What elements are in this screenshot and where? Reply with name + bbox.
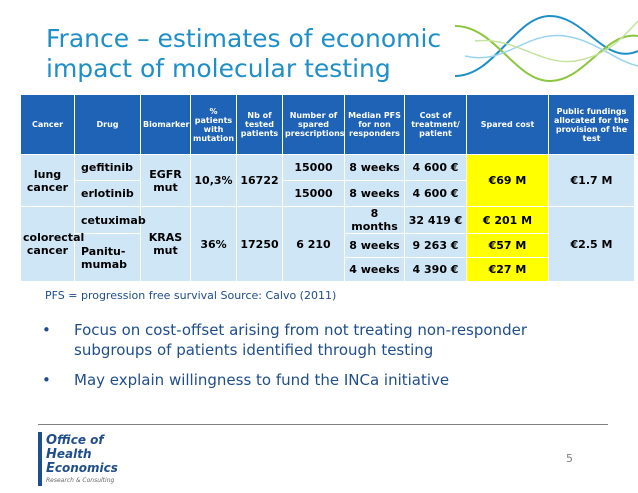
title-line-1: France – estimates of economic: [46, 24, 442, 53]
header-spared-prescriptions: Number of spared prescriptions: [282, 94, 345, 155]
cell-pfs: 4 weeks: [344, 257, 405, 282]
ohe-logo: Office of Health Economics Research & Co…: [38, 432, 128, 486]
logo-line-1: Office of: [46, 433, 104, 448]
estimates-table-wrapper: Cancer Drug Biomarker % patients with mu…: [20, 94, 635, 282]
cell-pfs: 8 weeks: [344, 180, 405, 207]
bullet-icon: •: [42, 371, 51, 389]
cell-pfs: 8 weeks: [344, 233, 405, 258]
header-biomarker: Biomarker: [140, 94, 191, 155]
cell-cancer-colorectal: colorectal cancer: [20, 206, 84, 282]
cell-drug: gefitinib: [74, 154, 141, 181]
cell-funding: €2.5 M: [548, 206, 635, 282]
cell-drug: erlotinib: [74, 180, 141, 207]
cell-spared-cost: €69 M: [466, 154, 549, 207]
cell-biomarker: EGFR mut: [140, 154, 191, 207]
cell-spared-prescriptions: 15000: [282, 180, 345, 207]
bullet-icon: •: [42, 321, 51, 339]
page-number: 5: [566, 452, 573, 465]
cell-drug: Panitu-mumab: [74, 233, 141, 282]
table-header-row: Cancer Drug Biomarker % patients with mu…: [20, 94, 635, 155]
bullet-list: • Focus on cost-offset arising from not …: [42, 320, 582, 400]
estimates-table: Cancer Drug Biomarker % patients with mu…: [20, 94, 635, 282]
header-tested-patients: Nb of tested patients: [236, 94, 283, 155]
table-footnote: PFS = progression free survival Source: …: [45, 289, 337, 302]
header-public-funding: Public fundings allocated for the provis…: [548, 94, 635, 155]
bullet-text: Focus on cost-offset arising from not tr…: [74, 321, 527, 359]
cell-spared-prescriptions: 6 210: [282, 206, 345, 282]
cell-spared-cost: €57 M: [466, 233, 549, 258]
divider: [38, 424, 608, 425]
cell-spared-prescriptions: 15000: [282, 154, 345, 181]
cell-biomarker: KRAS mut: [140, 206, 191, 282]
cell-cost: 32 419 €: [404, 206, 467, 234]
cell-cost: 4 600 €: [404, 154, 467, 181]
logo-line-3: Economics: [46, 461, 118, 476]
logo-subtitle: Research & Consulting: [46, 477, 115, 484]
title-line-2: impact of molecular testing: [46, 54, 391, 83]
bullet-item: • Focus on cost-offset arising from not …: [42, 320, 582, 360]
header-cost-treatment: Cost of treatment/ patient: [404, 94, 467, 155]
cell-tested: 17250: [236, 206, 283, 282]
logo-bar: [38, 432, 42, 486]
cell-pfs: 8 months: [344, 206, 405, 234]
decorative-waves-icon: [455, 14, 638, 83]
bullet-text: May explain willingness to fund the INCa…: [74, 371, 450, 389]
table-row: colorectal cancer cetuximab KRAS mut 36%…: [20, 206, 635, 282]
cell-pct: 36%: [190, 206, 237, 282]
header-drug: Drug: [74, 94, 141, 155]
header-pct-mutation: % patients with mutation: [190, 94, 237, 155]
logo-line-2: Health: [46, 447, 92, 462]
cell-pct: 10,3%: [190, 154, 237, 207]
header-median-pfs: Median PFS for non responders: [344, 94, 405, 155]
cell-cancer-lung: lung cancer: [20, 154, 75, 207]
table-row: erlotinib 15000 8 weeks 4 600 €: [21, 180, 635, 207]
cell-cost: 4 600 €: [404, 180, 467, 207]
cell-tested: 16722: [236, 154, 283, 207]
cell-drug: cetuximab: [74, 206, 146, 234]
cell-funding: €1.7 M: [548, 154, 635, 207]
slide-title: France – estimates of economic impact of…: [46, 24, 466, 84]
cell-spared-cost: € 201 M: [466, 206, 549, 234]
header-spared-cost: Spared cost: [466, 94, 549, 155]
header-cancer: Cancer: [20, 94, 75, 155]
cell-pfs: 8 weeks: [344, 154, 405, 181]
bullet-item: • May explain willingness to fund the IN…: [42, 370, 582, 390]
cell-cost: 4 390 €: [404, 257, 467, 282]
cell-cost: 9 263 €: [404, 233, 467, 258]
table-row: lung cancer gefitinib EGFR mut 10,3% 167…: [20, 154, 635, 207]
table-row: 4 weeks 4 390 € €27 M: [21, 257, 635, 282]
cell-spared-cost: €27 M: [466, 257, 549, 282]
